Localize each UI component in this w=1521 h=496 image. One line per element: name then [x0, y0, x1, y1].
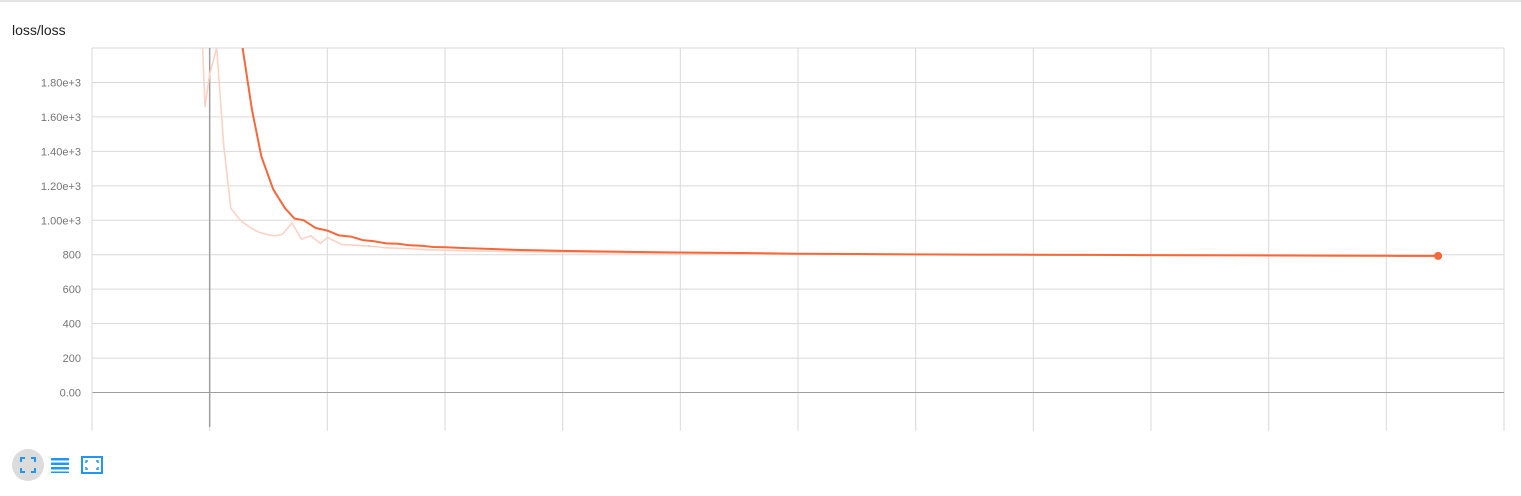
zoom-to-fit-button[interactable] — [76, 449, 108, 481]
loss-chart[interactable]: 0.00 200 400 600 800 1.00e+3 1.20e+3 1.40e+3 1.6… — [0, 0, 1521, 440]
y-tick-label: 600 — [63, 284, 81, 296]
smoothed-loss-line — [241, 48, 1439, 257]
y-tick-label: 800 — [63, 250, 81, 262]
top-border — [0, 0, 1521, 2]
raw-loss-line — [201, 48, 1439, 258]
list-button[interactable] — [44, 449, 76, 481]
y-tick-label: 1.60e+3 — [41, 112, 81, 124]
y-tick-label: 0.00 — [60, 388, 81, 400]
y-tick-label: 1.00e+3 — [41, 215, 81, 227]
y-tick-label: 400 — [63, 319, 81, 331]
chart-toolbar — [12, 449, 108, 481]
chart-title: loss/loss — [12, 22, 66, 38]
fit-to-screen-icon — [20, 457, 36, 473]
y-tick-label: 1.40e+3 — [41, 146, 81, 158]
y-tick-label: 1.20e+3 — [41, 181, 81, 193]
y-tick-label: 200 — [63, 353, 81, 365]
list-icon — [51, 458, 69, 473]
y-tick-label: 1.80e+3 — [41, 77, 81, 89]
zoom-to-fit-icon — [81, 456, 103, 474]
last-point-marker — [1434, 251, 1443, 260]
fit-to-screen-button[interactable] — [12, 449, 44, 481]
